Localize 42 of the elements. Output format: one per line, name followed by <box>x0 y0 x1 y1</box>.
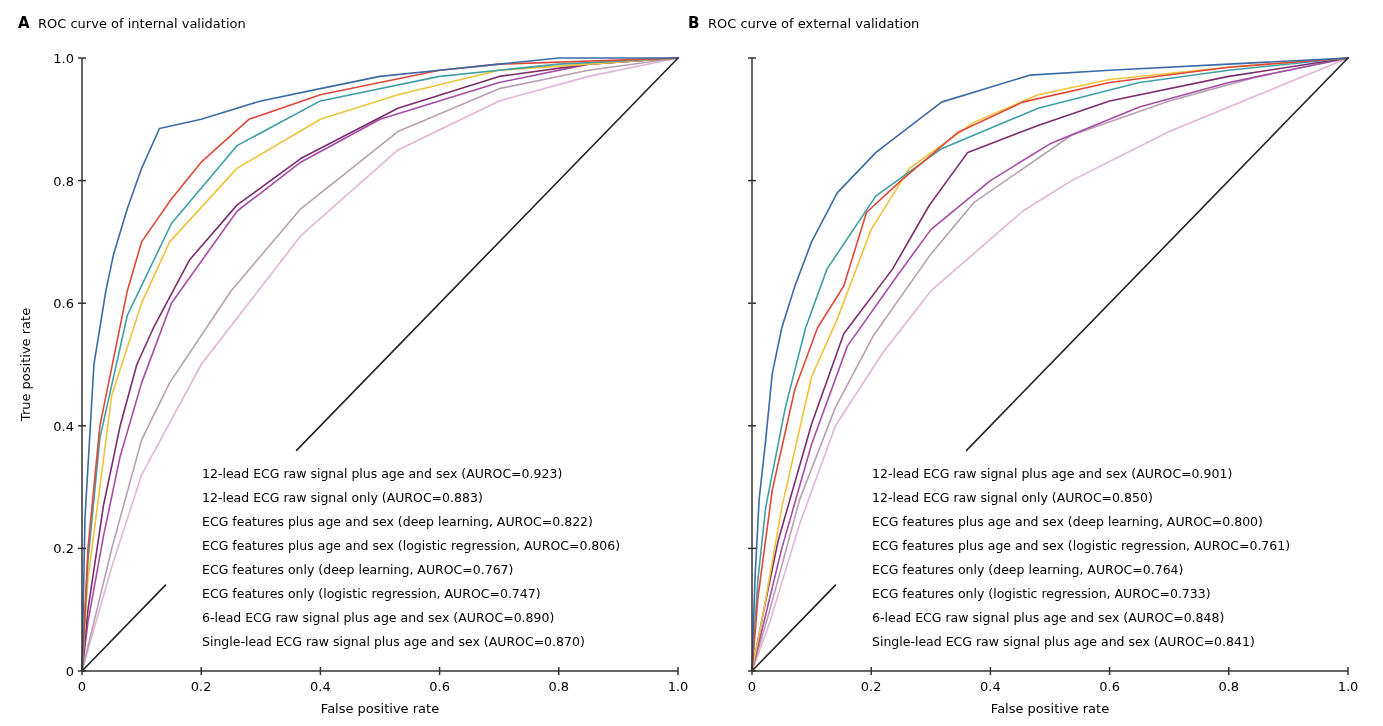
x-tick-label: 1.0 <box>1337 679 1359 694</box>
y-tick-label: 0.6 <box>53 296 74 312</box>
x-axis-title: False positive rate <box>990 701 1110 716</box>
x-tick-label: 1.0 <box>667 679 689 694</box>
annotation: ECG features only (logistic regression, AUROC=0.747) <box>202 586 541 601</box>
annotation: Single-lead ECG raw signal plus age and sex (AUROC=0.841) <box>872 634 1255 649</box>
annotation: 6-lead ECG raw signal plus age and sex (AUROC=0.890) <box>202 610 555 625</box>
x-axis-title: False positive rate <box>320 701 440 716</box>
annotation: ECG features only (logistic regression, AUROC=0.733) <box>872 586 1211 601</box>
annotation: ECG features plus age and sex (logistic regression, AUROC=0.806) <box>202 538 621 553</box>
y-tick-label: 0.2 <box>53 541 74 557</box>
x-tick-label: 0.4 <box>980 679 1001 694</box>
line-series <box>81 57 679 672</box>
x-tick-label: 0 <box>747 679 757 694</box>
annotation: 12-lead ECG raw signal only (AUROC=0.850) <box>872 490 1153 505</box>
y-tick-label: 0 <box>65 664 74 679</box>
annotation: ECG features plus age and sex (deep learning, AUROC=0.822) <box>202 514 593 529</box>
annotation: 12-lead ECG raw signal only (AUROC=0.883) <box>202 490 483 505</box>
annotation: 12-lead ECG raw signal plus age and sex (AUROC=0.901) <box>872 466 1233 481</box>
annotation: ECG features only (deep learning, AUROC=0.764) <box>872 562 1184 577</box>
annotation: 12-lead ECG raw signal plus age and sex (AUROC=0.923) <box>202 466 563 481</box>
x-tick-label: 0.8 <box>1218 679 1240 694</box>
chart-title: ROC curve of internal validation <box>38 16 246 31</box>
annotation: ECG features only (deep learning, AUROC=0.767) <box>202 562 514 577</box>
x-tick-label: 0.2 <box>190 679 212 694</box>
x-tick-label: 0.6 <box>1099 679 1120 694</box>
x-tick-label: 0 <box>77 679 87 694</box>
y-axis-title: True positive rate <box>18 307 33 423</box>
x-tick-label: 0.4 <box>310 679 331 694</box>
annotation: ECG features plus age and sex (deep learning, AUROC=0.800) <box>872 514 1263 529</box>
y-tick-label: 0.4 <box>53 418 74 434</box>
chart-title: ROC curve of external validation <box>708 16 920 31</box>
annotation: ECG features plus age and sex (logistic regression, AUROC=0.761) <box>872 538 1291 553</box>
text: A <box>18 14 30 32</box>
x-tick-label: 0.2 <box>860 679 882 694</box>
y-tick-label: 1.0 <box>53 51 74 66</box>
x-tick-label: 0.8 <box>548 679 570 694</box>
x-tick-label: 0.6 <box>429 679 450 694</box>
annotation: Single-lead ECG raw signal plus age and sex (AUROC=0.870) <box>202 634 585 649</box>
y-tick-label: 0.8 <box>53 173 74 189</box>
text: B <box>688 14 700 32</box>
annotation: 6-lead ECG raw signal plus age and sex (AUROC=0.848) <box>872 610 1225 625</box>
